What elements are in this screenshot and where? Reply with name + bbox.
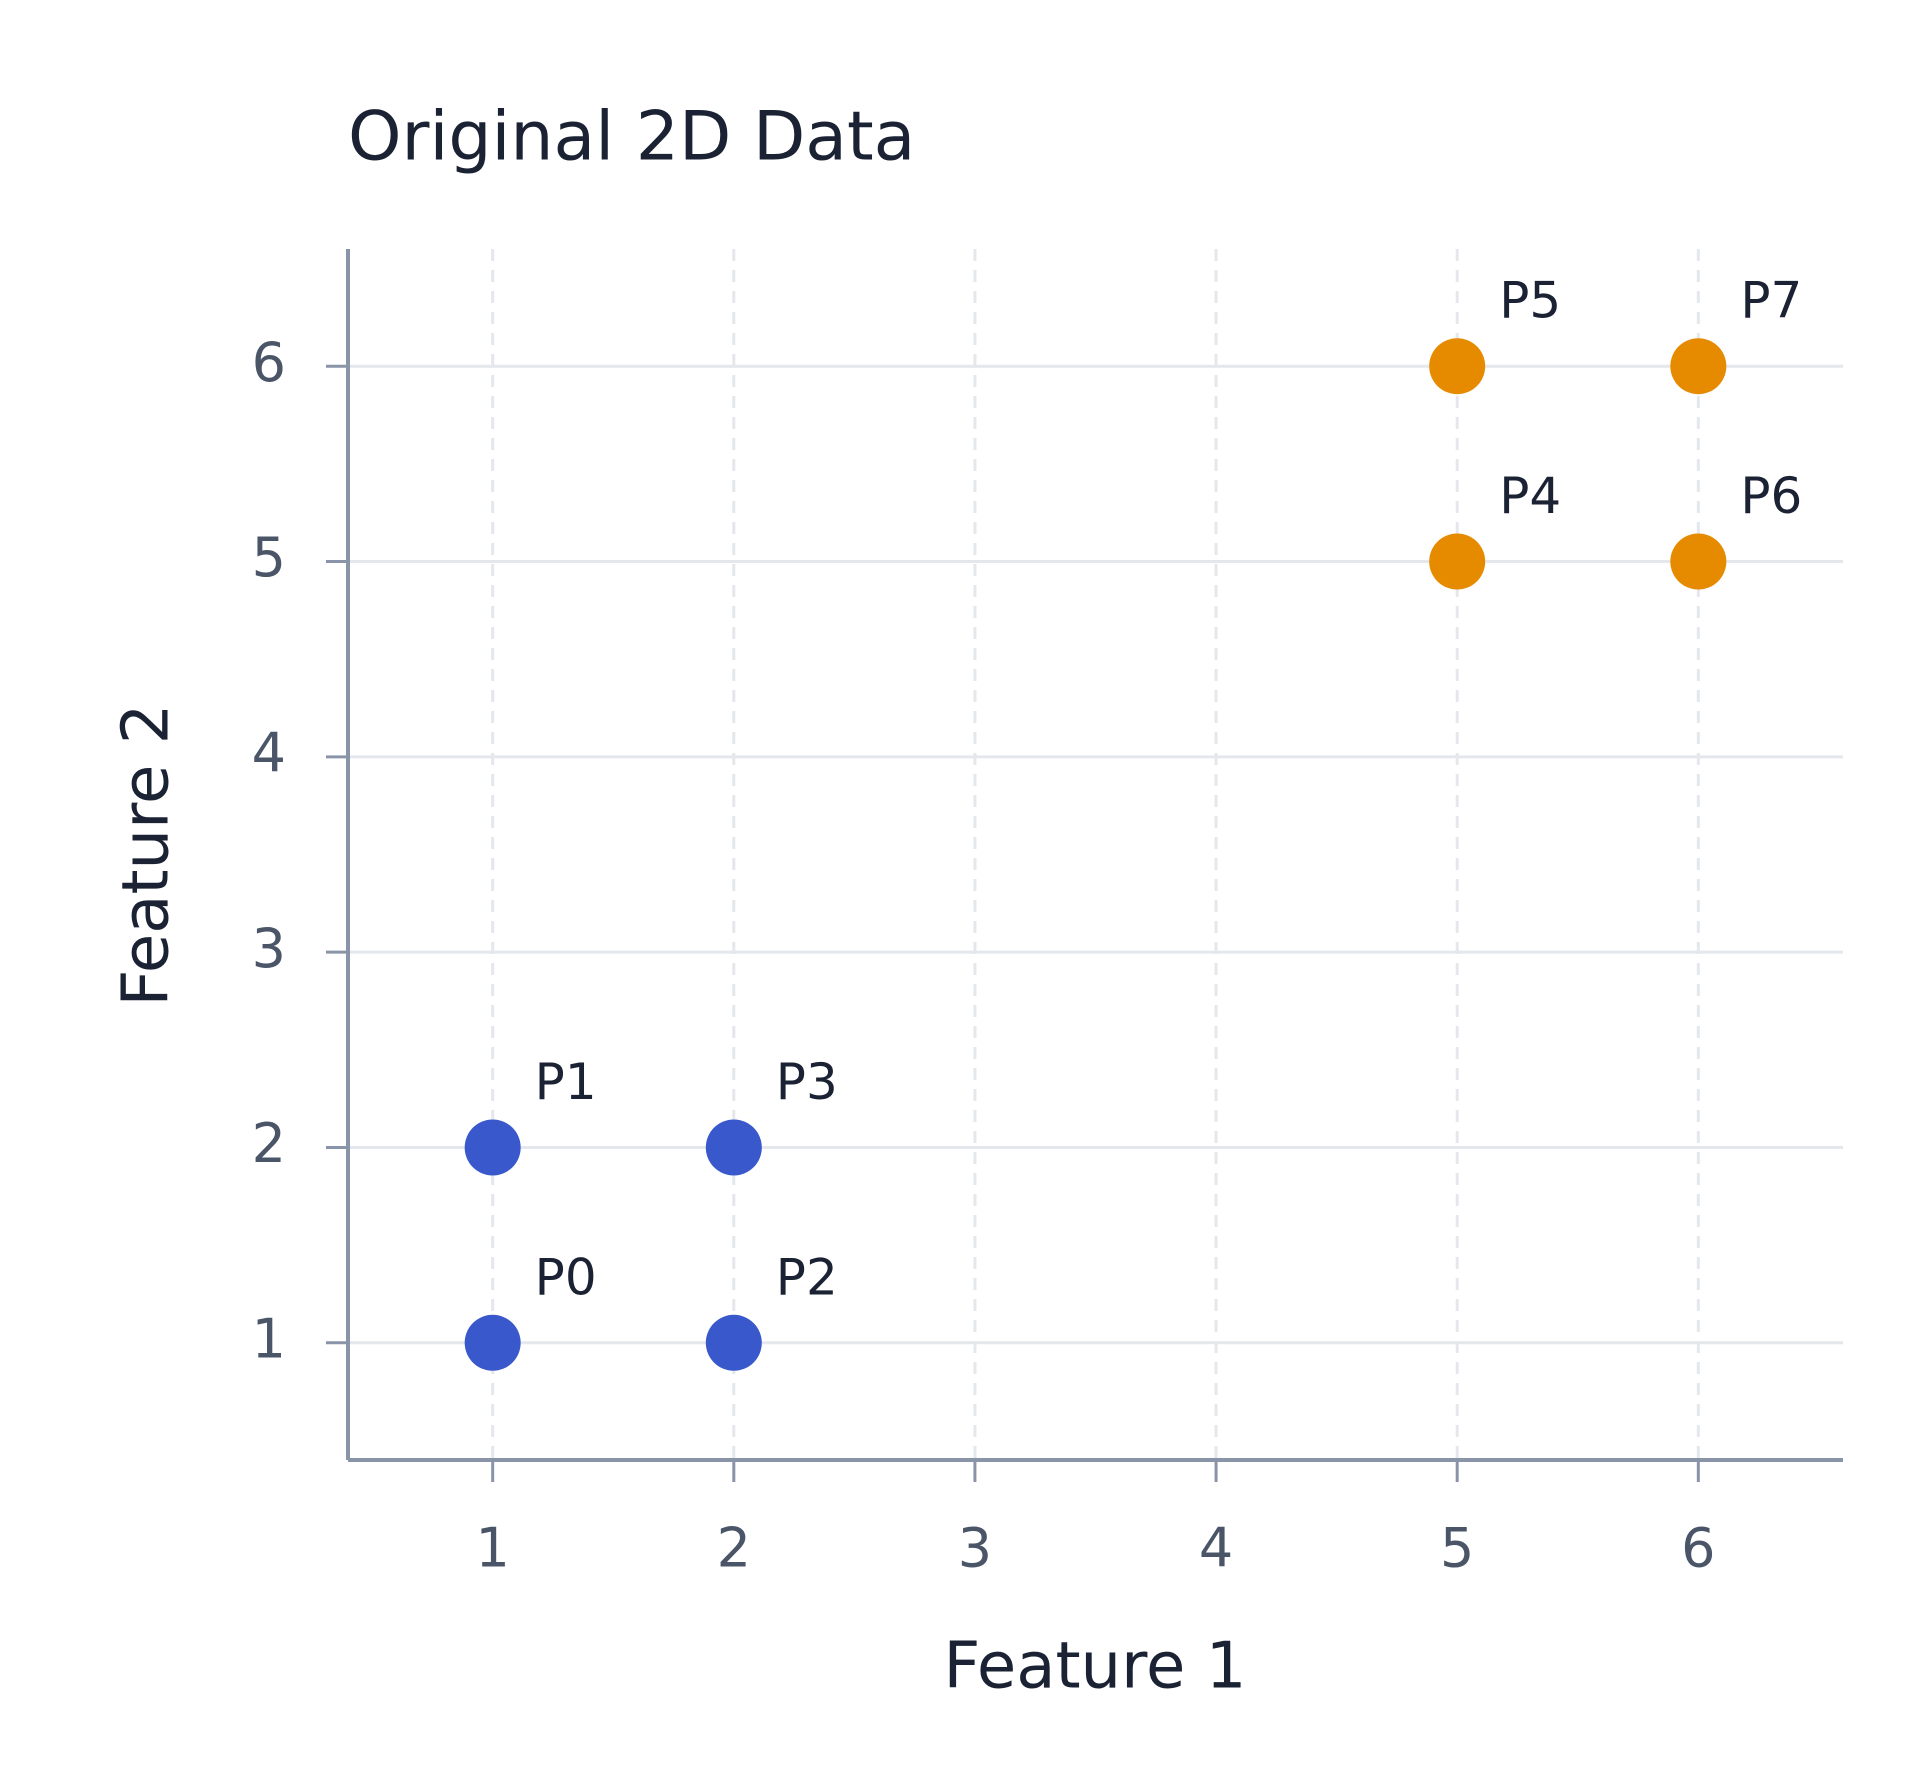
x-tick-label: 6 xyxy=(1681,1517,1715,1580)
y-tick-label: 3 xyxy=(252,917,286,980)
chart-title: Original 2D Data xyxy=(348,98,915,177)
point xyxy=(464,1314,521,1371)
point-label: P6 xyxy=(1740,467,1802,525)
point-label: P0 xyxy=(535,1248,597,1306)
point xyxy=(705,1119,762,1176)
point-label: P2 xyxy=(776,1248,838,1306)
x-tick-label: 3 xyxy=(958,1517,992,1580)
point xyxy=(705,1314,762,1371)
point xyxy=(1429,533,1486,590)
x-tick-label: 2 xyxy=(717,1517,751,1580)
point xyxy=(1670,338,1727,395)
point xyxy=(464,1119,521,1176)
y-tick-label: 5 xyxy=(252,526,286,589)
point-label: P4 xyxy=(1499,467,1561,525)
point xyxy=(1429,338,1486,395)
y-axis-label: Feature 2 xyxy=(110,704,184,1007)
x-tick-label: 1 xyxy=(475,1517,509,1580)
point-label: P5 xyxy=(1499,272,1561,330)
y-tick-label: 4 xyxy=(252,721,286,784)
x-axis-label: Feature 1 xyxy=(944,1630,1247,1704)
y-tick-label: 1 xyxy=(252,1307,286,1370)
x-tick-label: 5 xyxy=(1440,1517,1474,1580)
point-label: P3 xyxy=(776,1053,838,1111)
y-tick-label: 2 xyxy=(252,1112,286,1175)
point xyxy=(1670,533,1727,590)
x-tick-label: 4 xyxy=(1199,1517,1233,1580)
point-label: P7 xyxy=(1740,272,1802,330)
y-tick-label: 6 xyxy=(252,331,286,394)
point-label: P1 xyxy=(535,1053,597,1111)
